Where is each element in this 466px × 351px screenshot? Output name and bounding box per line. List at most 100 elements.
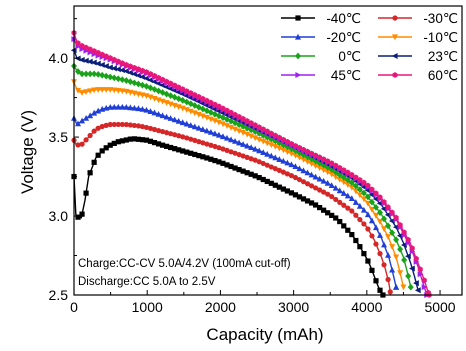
data-point: [236, 121, 243, 129]
data-point: [352, 182, 359, 190]
data-point: [353, 212, 359, 218]
data-point: [151, 78, 158, 85]
data-point: [216, 145, 222, 151]
data-point: [377, 194, 383, 201]
data-point: [212, 157, 218, 164]
data-point: [317, 154, 323, 161]
data-point: [184, 149, 190, 155]
data-point: [296, 154, 303, 161]
data-point: [188, 136, 194, 142]
legend-swatch-marker: [295, 15, 301, 21]
data-point: [172, 132, 178, 138]
data-point: [151, 126, 158, 133]
data-point: [349, 171, 355, 178]
data-point: [151, 109, 158, 116]
data-point: [200, 140, 206, 146]
data-point: [147, 108, 154, 114]
data-point: [176, 133, 182, 139]
data-point: [268, 164, 274, 170]
legend-item-6: 45℃: [281, 68, 361, 83]
data-point: [107, 121, 113, 128]
data-point: [83, 70, 90, 78]
data-point: [204, 97, 210, 104]
data-point: [389, 244, 396, 250]
data-point: [115, 139, 121, 145]
data-point: [79, 70, 86, 78]
data-point: [317, 204, 323, 211]
data-point: [381, 262, 387, 268]
data-point: [216, 159, 222, 165]
data-point: [203, 127, 210, 134]
data-point: [361, 179, 367, 186]
data-point: [78, 56, 85, 63]
data-point: [292, 174, 299, 181]
data-point: [272, 132, 278, 139]
series-0: [71, 136, 386, 298]
data-point: [131, 136, 137, 142]
data-point: [356, 202, 363, 209]
data-point: [332, 174, 339, 181]
data-point: [139, 67, 145, 74]
legend-item-3: -10℃: [378, 30, 458, 45]
data-point: [288, 150, 295, 157]
data-point: [244, 142, 251, 149]
data-point: [79, 141, 85, 147]
data-point: [401, 229, 407, 236]
data-point: [228, 117, 235, 125]
data-point: [397, 270, 404, 277]
data-point: [333, 215, 339, 221]
legend-item-1: -30℃: [378, 11, 458, 26]
series-3: [71, 79, 407, 291]
data-point: [172, 82, 178, 89]
data-point: [272, 166, 278, 172]
data-point: [405, 236, 411, 243]
data-point: [304, 198, 311, 204]
data-point: [292, 192, 299, 198]
data-point: [147, 138, 154, 144]
data-point: [377, 232, 384, 238]
data-point: [203, 102, 210, 109]
data-point: [119, 138, 125, 144]
data-point: [252, 135, 259, 142]
data-point: [409, 245, 415, 252]
data-point: [196, 93, 202, 100]
data-point: [212, 101, 218, 108]
data-point: [332, 184, 339, 191]
data-point: [373, 241, 379, 247]
data-point: [171, 116, 178, 123]
data-point: [111, 121, 117, 128]
data-point: [207, 116, 214, 123]
data-point: [220, 146, 226, 152]
legend-item-4: 0℃: [281, 49, 361, 64]
data-point: [369, 186, 375, 193]
data-point: [244, 170, 250, 176]
legend-label: -10℃: [423, 30, 458, 45]
data-point: [179, 96, 186, 104]
data-point: [195, 103, 202, 111]
data-point: [83, 115, 90, 121]
data-point: [377, 251, 383, 257]
data-point: [79, 42, 85, 49]
data-point: [324, 169, 331, 176]
x-tick-label: 5000: [424, 299, 455, 315]
data-point: [353, 174, 359, 181]
data-point: [389, 209, 395, 216]
data-point: [368, 217, 375, 224]
data-point: [95, 87, 102, 93]
data-point: [184, 135, 190, 141]
data-point: [296, 176, 303, 183]
data-point: [199, 105, 206, 113]
data-point: [211, 130, 218, 137]
legend-item-7: 60℃: [378, 68, 458, 83]
data-point: [268, 130, 274, 137]
data-point: [83, 89, 90, 96]
data-point: [207, 129, 214, 135]
data-point: [260, 149, 267, 155]
data-point: [276, 184, 282, 190]
data-point: [192, 151, 198, 158]
data-point: [288, 161, 295, 168]
data-point: [184, 88, 190, 94]
series-2: [71, 103, 400, 290]
data-point: [284, 188, 290, 194]
data-point: [163, 90, 170, 98]
